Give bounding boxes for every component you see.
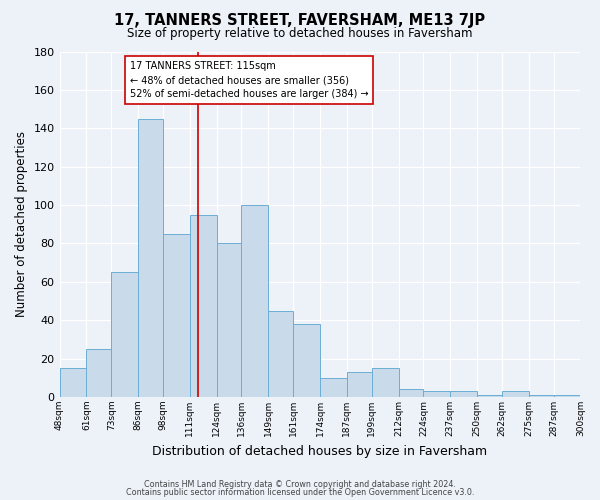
Bar — [217, 244, 241, 397]
Bar — [450, 392, 477, 397]
Bar — [372, 368, 398, 397]
Text: 17 TANNERS STREET: 115sqm
← 48% of detached houses are smaller (356)
52% of semi: 17 TANNERS STREET: 115sqm ← 48% of detac… — [130, 61, 368, 99]
Bar — [293, 324, 320, 397]
Bar — [111, 272, 138, 397]
Bar — [268, 310, 293, 397]
X-axis label: Distribution of detached houses by size in Faversham: Distribution of detached houses by size … — [152, 444, 488, 458]
Bar — [320, 378, 347, 397]
Bar — [163, 234, 190, 397]
Bar — [138, 118, 163, 397]
Text: Size of property relative to detached houses in Faversham: Size of property relative to detached ho… — [127, 28, 473, 40]
Text: Contains public sector information licensed under the Open Government Licence v3: Contains public sector information licen… — [126, 488, 474, 497]
Bar — [502, 392, 529, 397]
Bar — [241, 205, 268, 397]
Text: 17, TANNERS STREET, FAVERSHAM, ME13 7JP: 17, TANNERS STREET, FAVERSHAM, ME13 7JP — [115, 12, 485, 28]
Bar — [424, 392, 450, 397]
Bar — [554, 395, 580, 397]
Y-axis label: Number of detached properties: Number of detached properties — [15, 132, 28, 318]
Bar — [347, 372, 372, 397]
Bar — [59, 368, 86, 397]
Bar — [86, 349, 111, 397]
Bar — [529, 395, 554, 397]
Bar — [190, 214, 217, 397]
Text: Contains HM Land Registry data © Crown copyright and database right 2024.: Contains HM Land Registry data © Crown c… — [144, 480, 456, 489]
Bar — [477, 395, 502, 397]
Bar — [398, 390, 424, 397]
